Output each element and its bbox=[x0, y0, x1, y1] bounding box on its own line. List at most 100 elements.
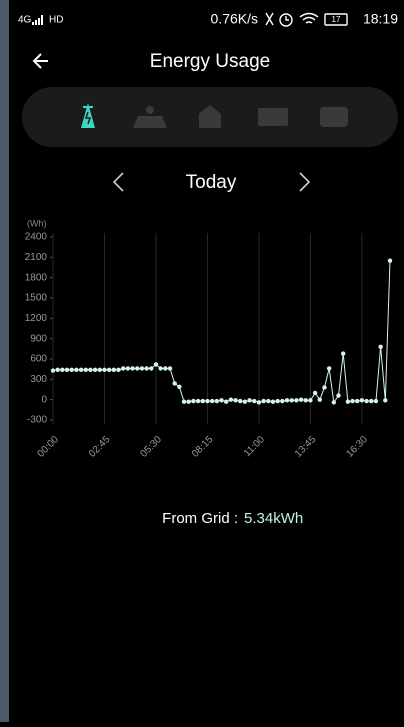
data-point bbox=[373, 398, 379, 404]
footer-value: 5.34kWh bbox=[244, 510, 303, 527]
data-point bbox=[359, 398, 365, 403]
data-point bbox=[270, 399, 276, 404]
data-point bbox=[130, 366, 135, 371]
data-point bbox=[191, 398, 196, 404]
data-point bbox=[144, 366, 149, 371]
y-axis-label: (Wh) bbox=[27, 218, 47, 228]
status-icons bbox=[265, 12, 348, 27]
data-point bbox=[88, 367, 93, 373]
y-tick-label: 900 bbox=[30, 333, 47, 344]
data-point bbox=[195, 398, 201, 404]
data-point bbox=[355, 398, 360, 404]
signal-icon bbox=[32, 15, 43, 25]
data-point bbox=[69, 367, 74, 373]
data-point bbox=[312, 390, 318, 396]
data-point bbox=[294, 398, 299, 403]
data-point bbox=[209, 398, 215, 404]
data-point bbox=[50, 368, 56, 373]
data-point bbox=[317, 397, 322, 402]
data-point bbox=[340, 351, 346, 356]
data-point bbox=[205, 398, 210, 404]
data-point bbox=[163, 366, 168, 371]
data-point bbox=[181, 399, 187, 404]
data-point bbox=[214, 398, 220, 404]
data-point bbox=[149, 366, 154, 371]
data-point bbox=[167, 366, 173, 371]
data-point bbox=[106, 367, 112, 373]
data-point bbox=[121, 366, 126, 371]
net-speed: 0.76K/s bbox=[211, 11, 258, 27]
prev-day[interactable] bbox=[112, 172, 124, 192]
data-point bbox=[186, 399, 191, 404]
data-point bbox=[116, 367, 121, 373]
data-point bbox=[200, 398, 205, 404]
y-tick-label: 1200 bbox=[25, 313, 48, 324]
data-point bbox=[223, 399, 229, 404]
data-point bbox=[60, 367, 65, 373]
data-point bbox=[135, 366, 140, 371]
data-point bbox=[261, 398, 266, 404]
back-button[interactable] bbox=[32, 53, 48, 69]
page-title: Energy Usage bbox=[150, 51, 270, 72]
data-point bbox=[228, 397, 234, 402]
clock: 18:19 bbox=[363, 11, 398, 27]
data-point bbox=[289, 398, 294, 403]
data-point bbox=[322, 385, 327, 390]
data-point bbox=[303, 398, 308, 403]
data-point bbox=[247, 398, 252, 403]
data-point bbox=[369, 398, 374, 404]
data-point bbox=[350, 398, 355, 404]
data-point bbox=[364, 398, 369, 404]
footer-label: From Grid : bbox=[162, 510, 238, 527]
data-point bbox=[92, 367, 98, 373]
side-strip bbox=[0, 0, 9, 722]
hd-label: HD bbox=[49, 15, 63, 26]
data-point bbox=[83, 367, 88, 373]
data-point bbox=[158, 366, 163, 371]
tab-home[interactable] bbox=[199, 105, 221, 128]
data-point bbox=[336, 393, 341, 398]
data-point bbox=[64, 367, 70, 373]
y-tick-label: -300 bbox=[27, 415, 47, 426]
data-point bbox=[242, 399, 248, 404]
tab-solar[interactable] bbox=[133, 106, 167, 128]
data-point bbox=[139, 366, 145, 371]
data-point bbox=[97, 367, 103, 373]
data-point bbox=[172, 381, 177, 386]
data-point bbox=[345, 399, 351, 404]
y-tick-label: 300 bbox=[30, 374, 47, 385]
data-point bbox=[280, 398, 285, 404]
data-point bbox=[125, 366, 131, 371]
battery-level: 17 bbox=[332, 15, 341, 24]
next-day[interactable] bbox=[299, 172, 311, 192]
data-point bbox=[284, 398, 290, 403]
data-point bbox=[111, 367, 117, 373]
data-point bbox=[308, 398, 313, 403]
data-point bbox=[102, 367, 107, 373]
data-point bbox=[331, 400, 337, 405]
tab-grid[interactable] bbox=[81, 103, 95, 128]
tab-generator[interactable] bbox=[320, 107, 348, 127]
data-point bbox=[177, 384, 182, 389]
data-point bbox=[383, 398, 388, 403]
y-tick-label: 600 bbox=[30, 354, 47, 365]
data-point bbox=[233, 398, 238, 403]
y-tick-label: 1500 bbox=[25, 293, 48, 304]
data-point bbox=[266, 398, 271, 404]
data-point bbox=[78, 367, 84, 373]
data-point bbox=[153, 362, 159, 367]
data-point bbox=[256, 400, 262, 405]
data-point bbox=[378, 344, 383, 349]
tab-battery[interactable] bbox=[258, 108, 288, 126]
y-tick-label: 0 bbox=[41, 394, 47, 405]
data-point bbox=[298, 397, 304, 402]
data-point bbox=[387, 258, 393, 263]
y-tick-label: 2400 bbox=[25, 232, 48, 243]
y-tick-label: 2100 bbox=[25, 252, 48, 263]
data-point bbox=[74, 367, 79, 373]
data-point bbox=[275, 398, 280, 404]
data-point bbox=[252, 398, 257, 404]
network-label: 4G bbox=[18, 15, 32, 26]
data-point bbox=[238, 398, 243, 404]
